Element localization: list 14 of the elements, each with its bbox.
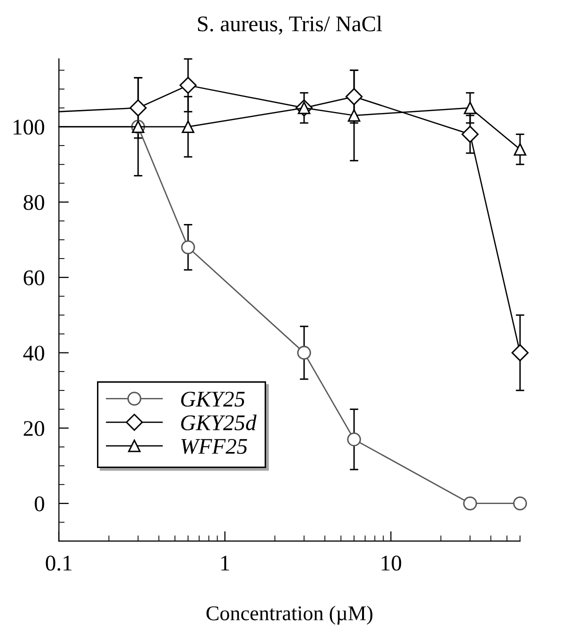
y-tick-label: 20 (24, 421, 44, 436)
x-tick-label: 1 (221, 556, 230, 570)
y-tick-label: 40 (23, 346, 44, 361)
y-tick-label: 0 (34, 496, 44, 512)
legend-label: GKY25 (181, 392, 245, 407)
x-tick-label: 10 (382, 556, 402, 571)
chart-title: S. aureus, Tris/ NaCl (198, 16, 382, 35)
y-tick-label: 100 (14, 120, 44, 135)
y-tick-label: 60 (24, 270, 44, 286)
y-tick-label: 80 (24, 195, 44, 210)
x-axis-title: Concentration (µM) (206, 606, 372, 625)
x-tick-label: 0.1 (46, 556, 72, 571)
legend-label: WFF25 (181, 438, 248, 454)
legend-label: GKY25d (181, 414, 257, 430)
